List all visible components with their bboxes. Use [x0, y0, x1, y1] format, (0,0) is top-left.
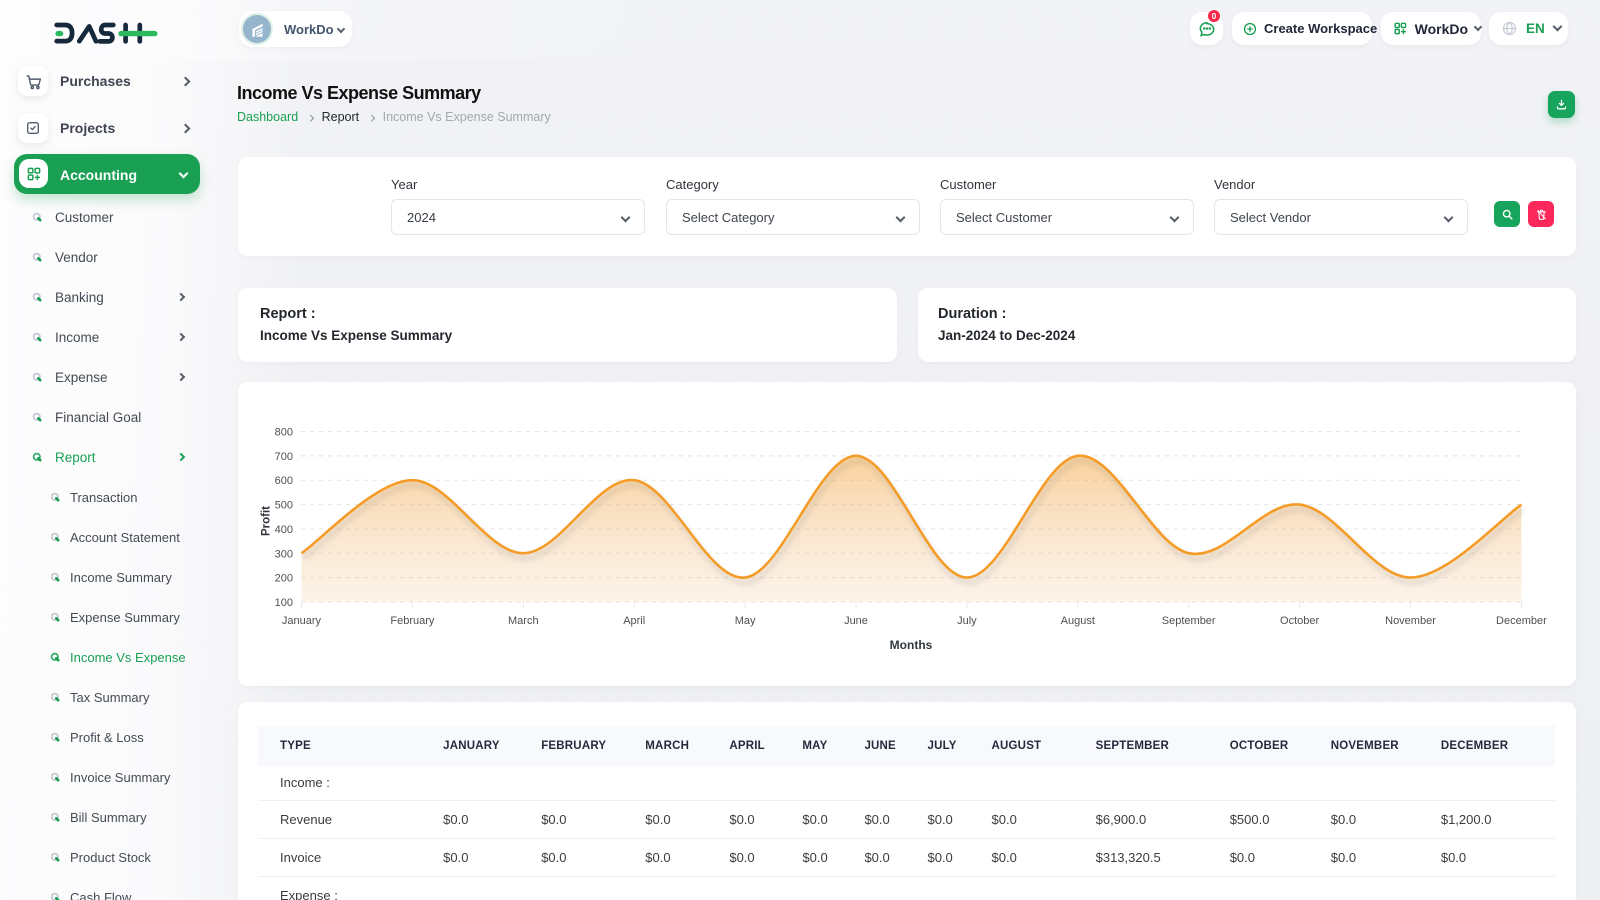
- svg-text:200: 200: [275, 573, 293, 585]
- svg-text:November: November: [1385, 615, 1436, 627]
- svg-text:300: 300: [275, 548, 293, 560]
- svg-text:800: 800: [275, 427, 293, 439]
- svg-text:February: February: [390, 615, 435, 627]
- svg-text:700: 700: [275, 451, 293, 463]
- svg-text:400: 400: [275, 524, 293, 536]
- svg-text:September: September: [1162, 615, 1216, 627]
- svg-text:Months: Months: [890, 638, 933, 652]
- svg-text:Profit: Profit: [261, 506, 273, 536]
- svg-text:600: 600: [275, 475, 293, 487]
- svg-text:100: 100: [275, 597, 293, 609]
- svg-text:500: 500: [275, 500, 293, 512]
- svg-text:December: December: [1496, 615, 1547, 627]
- svg-text:January: January: [282, 615, 322, 627]
- svg-text:June: June: [844, 615, 868, 627]
- svg-text:April: April: [623, 615, 645, 627]
- svg-text:May: May: [735, 615, 756, 627]
- svg-text:July: July: [957, 615, 977, 627]
- svg-text:March: March: [508, 615, 539, 627]
- svg-text:August: August: [1061, 615, 1095, 627]
- svg-text:October: October: [1280, 615, 1319, 627]
